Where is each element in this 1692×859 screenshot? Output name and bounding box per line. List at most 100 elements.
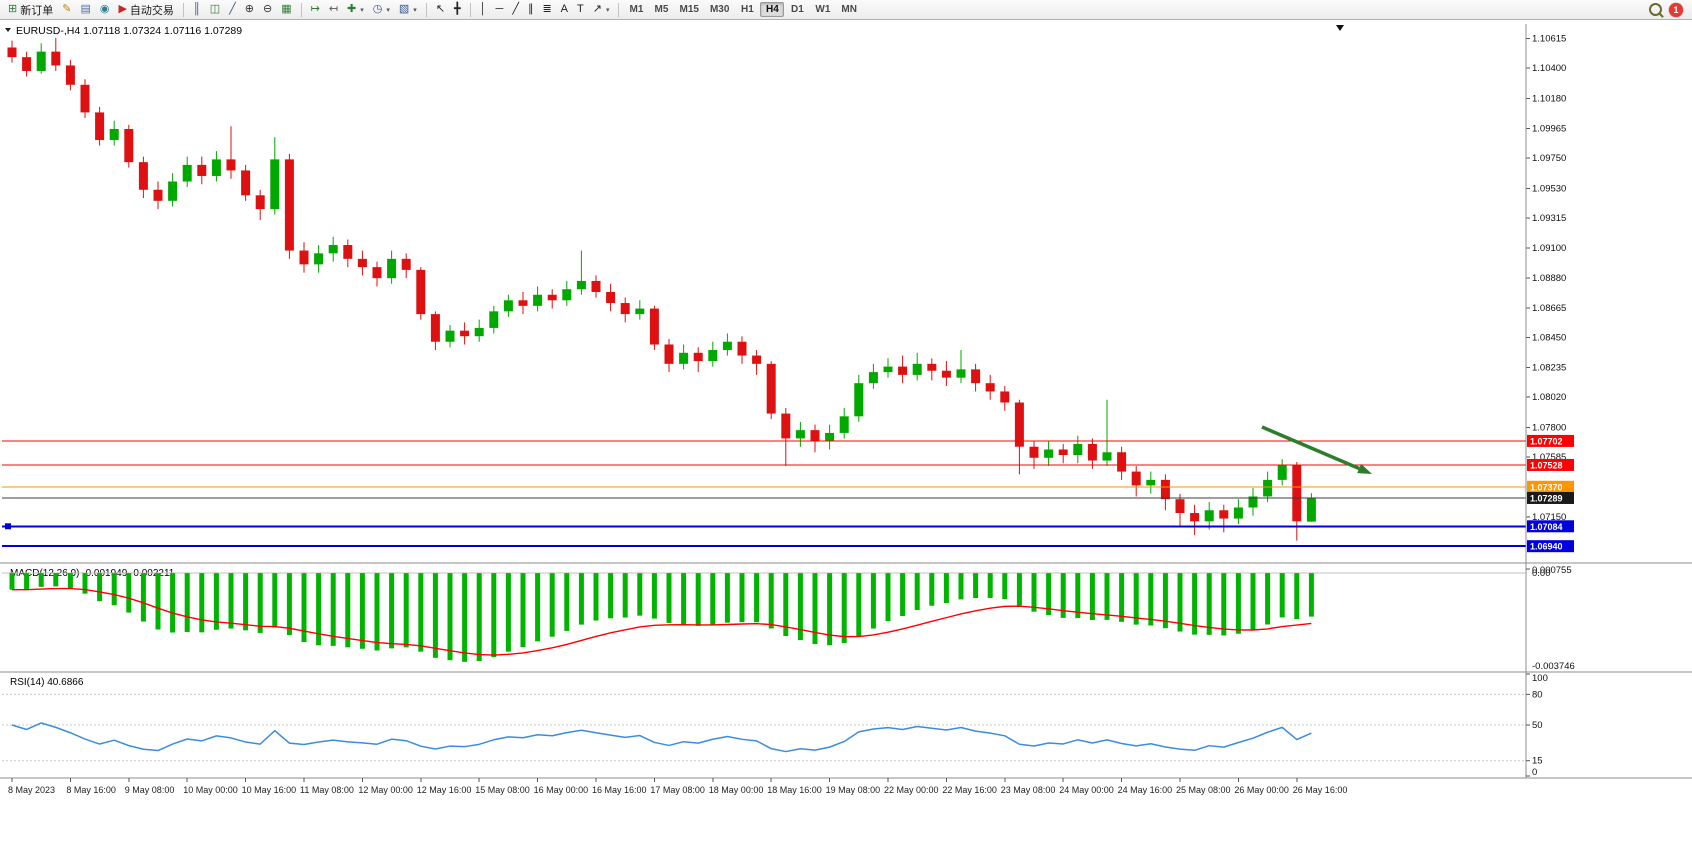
macd-bar [272,573,278,628]
rsi-axis-label: 15 [1532,756,1543,767]
trend-arrow-head [1357,463,1372,474]
metaeditor-button[interactable]: ✎ [58,1,75,18]
templates-icon: ▧ [398,3,410,15]
horizontal-line-button[interactable]: ─ [492,1,508,18]
timeframe-h4-button[interactable]: H4 [760,2,785,17]
data-window-button[interactable]: ◉ [96,1,114,18]
new-order-button[interactable]: ⊞ 新订单 [4,1,57,18]
macd-bar [1075,573,1081,619]
price-axis-label: 1.07585 [1532,452,1566,463]
macd-bar [681,573,687,625]
price-axis[interactable] [1526,24,1686,778]
candle-body [124,128,134,163]
macd-bar [491,573,497,658]
one-click-trading-arrow-icon[interactable] [5,28,11,32]
periods-button[interactable]: ◷ ▾ [369,1,394,18]
macd-bar [243,573,249,631]
time-axis-label: 18 May 00:00 [709,785,764,795]
timeframe-m15-button[interactable]: M15 [679,4,699,15]
zoom-in-icon: ⊕ [244,3,254,15]
macd-axis-max-label: 0.000755 [1532,565,1572,576]
macd-bar [1206,573,1212,635]
templates-button[interactable]: ▧ ▾ [395,1,421,18]
chart-ohlc-label: EURUSD-,H4 1.07118 1.07324 1.07116 1.072… [16,25,242,37]
macd-bar [1016,573,1022,606]
timeframe-w1-button[interactable]: W1 [815,4,831,15]
cursor-button[interactable]: ↖ [432,1,449,18]
macd-bar [184,573,190,632]
indicators-button[interactable]: ✚ ▾ [343,1,368,18]
trendline-button[interactable]: ╱ [508,1,523,18]
timeframe-m5-button[interactable]: M5 [654,4,669,15]
candle-body [1102,452,1112,461]
candle-body [591,280,601,292]
candle-body [211,159,221,176]
price-axis-label: 1.08020 [1532,392,1566,403]
timeframe-mn-button[interactable]: MN [841,4,857,15]
toolbar: ⊞ 新订单 ✎ ▤ ◉ ▶ 自动交易 ║ ◫ ╱ ⊕ ⊖ ▦ ↦ ↤ ✚ ▾ ◷ ▾ ▧ ▾ ↖ ╋ │ ─ ╱ ∥ ≣ A T ↗ ▾ M1 M… [0,0,1692,20]
text-label-button[interactable]: T [573,1,588,18]
auto-trading-label: 自动交易 [129,4,174,17]
candle-body [503,300,513,312]
zoom-in-button[interactable]: ⊕ [241,1,258,18]
candle-body [971,369,981,384]
vertical-line-button[interactable]: │ [476,1,491,18]
candle-body [314,253,324,265]
auto-scroll-button[interactable]: ↦ [307,1,324,18]
notifications-badge[interactable]: 1 [1669,2,1683,17]
macd-bar [126,573,132,613]
candle-body [1117,452,1127,472]
macd-bar [1308,573,1314,617]
chart-window[interactable]: EURUSD-,H4 1.07118 1.07324 1.07116 1.072… [0,20,1692,859]
price-axis-label: 1.09965 [1532,123,1566,134]
macd-axis-zero-label: 0.00 [1532,568,1551,579]
timeframe-m30-button[interactable]: M30 [709,4,730,15]
chevron-down-icon: ▾ [413,6,417,14]
timeframe-d1-button[interactable]: D1 [790,4,804,15]
rsi-axis-label: 50 [1532,720,1543,731]
macd-bar [622,573,628,618]
line-chart-button[interactable]: ╱ [225,1,240,18]
candle-body [1233,507,1243,519]
macd-bar [505,573,511,652]
auto-trading-button[interactable]: ▶ 自动交易 [114,1,177,18]
crosshair-button[interactable]: ╋ [450,1,465,18]
macd-bar [549,573,555,637]
timeframe-h1-button[interactable]: H1 [740,4,754,15]
candle-body [80,84,90,113]
candle-body [95,112,105,141]
candlestick-chart-button[interactable]: ◫ [206,1,224,18]
tile-windows-button[interactable]: ▦ [277,1,295,18]
macd-bar [1089,573,1095,621]
shift-chart-button[interactable]: ↤ [325,1,342,18]
macd-bar [316,573,322,646]
candle-body [241,170,251,196]
text-button[interactable]: A [557,1,572,18]
macd-bar [768,573,774,629]
macd-histogram [9,573,1314,662]
candle-body [387,258,397,279]
candle-body [518,300,528,306]
price-axis-label: 1.09750 [1532,153,1566,164]
candle-body [708,350,718,362]
rsi-axis-label: 0 [1532,767,1537,778]
trend-arrow-object[interactable] [1261,425,1360,471]
chart-shift-marker-icon[interactable] [1336,25,1344,31]
chart-canvas[interactable]: EURUSD-,H4 1.07118 1.07324 1.07116 1.072… [0,20,1692,859]
zoom-out-button[interactable]: ⊖ [259,1,276,18]
time-axis[interactable] [0,778,1526,800]
timeframe-m1-button[interactable]: M1 [629,4,644,15]
macd-bar [286,573,292,636]
candle-body [270,159,280,210]
equidistant-channel-button[interactable]: ∥ [524,1,538,18]
macd-bar [1279,573,1285,618]
search-icon[interactable] [1649,3,1662,16]
toolbar-separator [425,2,427,17]
bar-chart-button[interactable]: ║ [189,1,205,18]
print-button[interactable]: ▤ [76,1,94,18]
fibonacci-button[interactable]: ≣ [538,1,555,18]
chart-background [0,20,1692,859]
arrows-button[interactable]: ↗ ▾ [589,1,614,18]
time-axis-label: 8 May 2023 [8,785,55,795]
support-line-1-handle[interactable] [5,523,11,530]
